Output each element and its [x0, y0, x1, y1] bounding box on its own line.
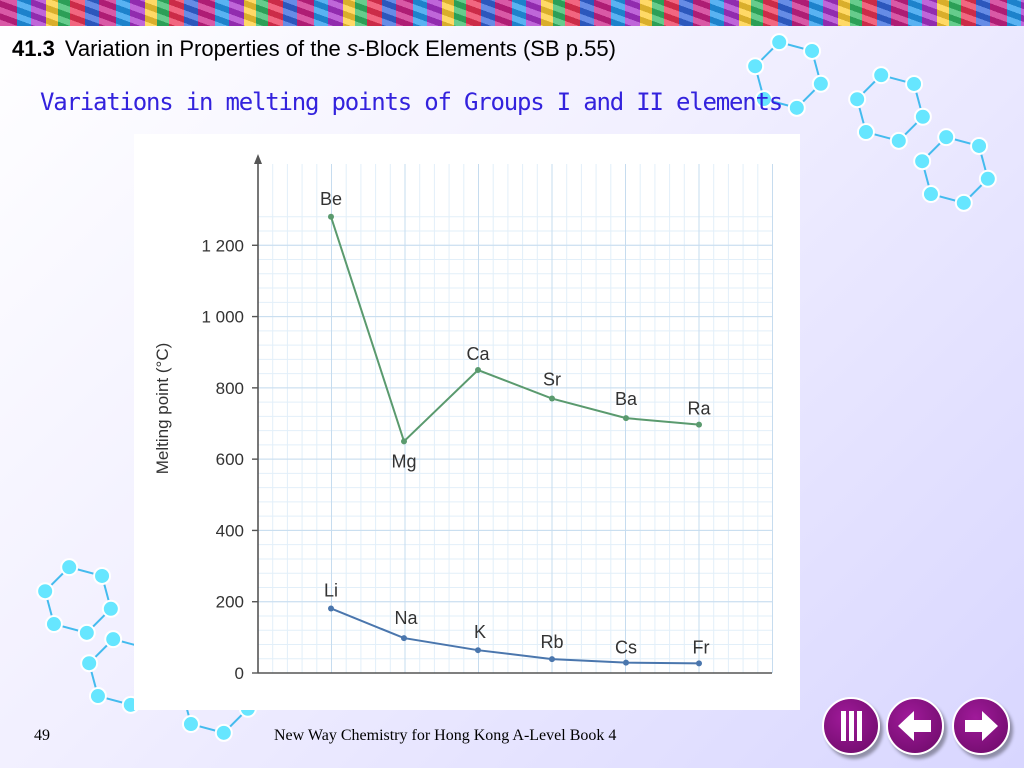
ring-atom: [889, 131, 908, 150]
slide-subtitle: Variations in melting points of Groups I…: [40, 88, 783, 116]
data-point: [475, 647, 481, 654]
slide-title: 41.3 Variation in Properties of the s-Blo…: [12, 36, 616, 62]
ring-atom: [80, 654, 99, 673]
ring-atom: [754, 90, 773, 109]
footer-book-title: New Way Chemistry for Hong Kong A-Level …: [274, 727, 617, 744]
data-point: [696, 660, 702, 667]
series-line: [330, 607, 700, 665]
ring-atom: [104, 630, 123, 649]
y-axis-arrow: [254, 154, 262, 164]
data-point: [549, 395, 555, 402]
data-label: Rb: [540, 632, 563, 652]
ring-atom: [746, 57, 765, 76]
data-label: Mg: [391, 451, 416, 471]
ring-atom: [921, 185, 940, 204]
title-part-2: -Block Elements (SB p.55): [357, 36, 616, 61]
data-point: [328, 605, 334, 612]
ring-atom: [811, 74, 830, 93]
ring-atom: [787, 98, 806, 117]
ring-atom: [905, 74, 924, 93]
series-line: [330, 216, 700, 444]
ring-atom: [937, 128, 956, 147]
first-slide-button[interactable]: [822, 697, 880, 755]
arrow-right-icon: [965, 711, 998, 741]
data-point: [549, 656, 555, 663]
title-italic-s: s: [346, 36, 358, 61]
ring-atom: [970, 136, 989, 155]
y-tick-label: 200: [216, 593, 244, 612]
ring-atom: [770, 33, 789, 52]
data-label: Be: [320, 189, 342, 209]
ring-atom: [913, 152, 932, 171]
y-tick-label: 600: [216, 450, 244, 469]
decorative-top-band: [0, 0, 1024, 26]
first-slide-icon: [841, 711, 862, 741]
y-tick-label: 1 200: [201, 236, 244, 255]
title-part-1: Variation in Properties of the: [64, 36, 347, 61]
next-slide-button[interactable]: [952, 697, 1010, 755]
ring-atom: [872, 66, 891, 85]
ring-atom: [856, 123, 875, 142]
y-tick-label: 1 000: [201, 308, 244, 327]
section-number: 41.3: [12, 36, 55, 61]
data-point: [475, 367, 481, 374]
data-label: Li: [324, 580, 338, 600]
data-label: Cs: [615, 638, 637, 658]
data-point: [623, 415, 629, 422]
arrow-left-icon: [898, 711, 931, 741]
ring-atom: [44, 615, 63, 634]
chart-panel: 0 200 400 600 800 1 000 1 200 Melting point (°C…: [134, 134, 800, 710]
footer-page-number: 49: [34, 727, 50, 744]
data-label: Ra: [687, 399, 711, 419]
data-point: [623, 659, 629, 666]
ring-atom: [181, 715, 200, 734]
data-point: [401, 438, 407, 445]
previous-slide-button[interactable]: [886, 697, 944, 755]
data-point: [328, 213, 334, 220]
ring-atom: [214, 723, 233, 742]
ring-atom: [93, 566, 112, 585]
y-tick-label: 800: [216, 379, 244, 398]
ring-atom: [88, 687, 107, 706]
data-label: K: [474, 622, 486, 642]
ring-atom: [77, 623, 96, 642]
melting-point-chart: 0 200 400 600 800 1 000 1 200 Melting point (°C…: [153, 154, 773, 683]
y-axis-label: Melting point (°C): [153, 343, 172, 475]
y-tick-label: 0: [235, 664, 244, 683]
data-label: Sr: [543, 370, 561, 390]
ring-atom: [978, 169, 997, 188]
ring-atom: [36, 582, 55, 601]
ring-atom: [913, 107, 932, 126]
ring-atom: [803, 41, 822, 60]
data-label: Fr: [693, 637, 710, 657]
data-point: [696, 421, 702, 428]
ring-atom: [954, 193, 973, 212]
data-label: Na: [394, 608, 418, 628]
ring-atom: [60, 558, 79, 577]
data-label: Ba: [615, 389, 638, 409]
ring-atom: [101, 599, 120, 618]
y-tick-label: 400: [216, 521, 244, 540]
ring-atom: [848, 90, 867, 109]
data-label: Ca: [466, 344, 490, 364]
data-point: [401, 635, 407, 642]
